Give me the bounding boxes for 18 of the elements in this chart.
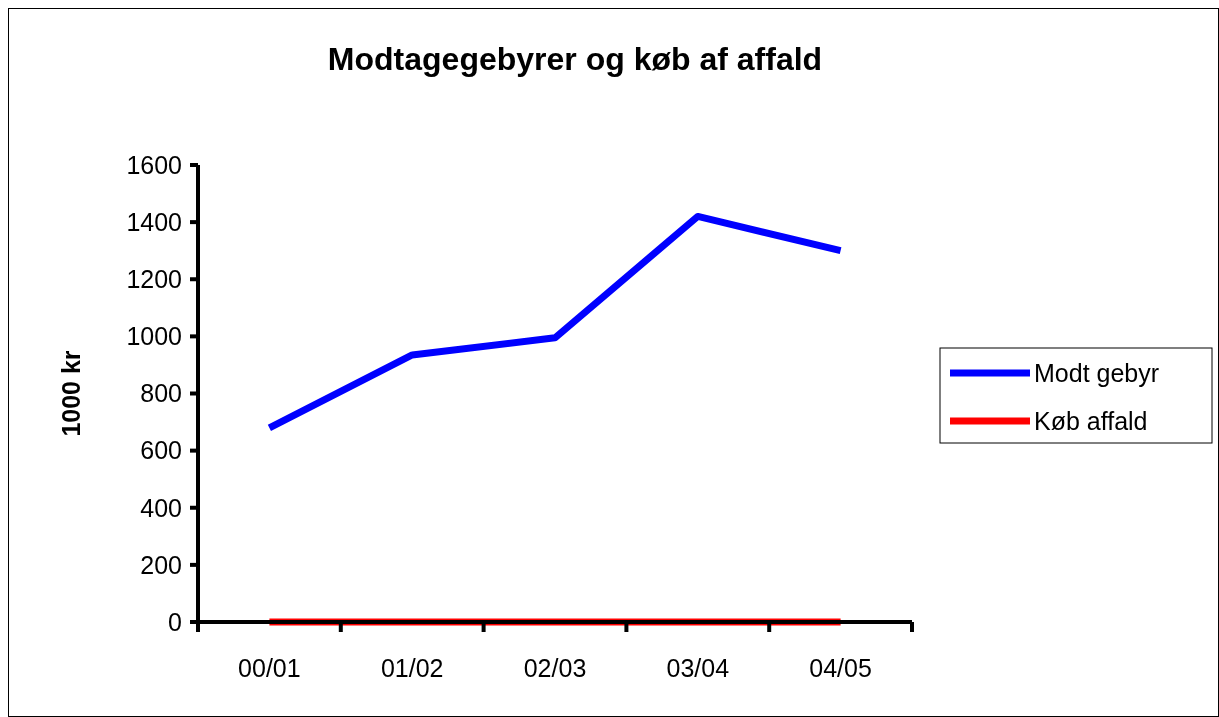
legend-label: Køb affald bbox=[1034, 406, 1148, 435]
y-tick-label: 600 bbox=[140, 436, 182, 465]
y-tick-label: 0 bbox=[168, 607, 182, 636]
y-tick-label: 1600 bbox=[126, 150, 182, 179]
x-tick-label: 01/02 bbox=[380, 654, 444, 682]
y-tick-label: 800 bbox=[140, 379, 182, 408]
y-tick-label: 1000 bbox=[126, 322, 182, 351]
chart-title: Modtagegebyrer og køb af affald bbox=[327, 41, 823, 77]
y-tick-label: 1200 bbox=[126, 265, 182, 293]
y-tick-label: 1400 bbox=[126, 207, 182, 236]
y-tick-label: 400 bbox=[140, 493, 182, 522]
x-tick-label: 00/01 bbox=[238, 654, 301, 682]
y-tick-label: 200 bbox=[140, 550, 182, 579]
x-tick-label: 03/04 bbox=[666, 654, 730, 682]
x-tick-label: 04/05 bbox=[809, 654, 872, 682]
legend-label: Modt gebyr bbox=[1034, 358, 1160, 387]
y-axis-title: 1000 kr bbox=[57, 350, 85, 437]
x-tick-label: 02/03 bbox=[523, 654, 587, 682]
